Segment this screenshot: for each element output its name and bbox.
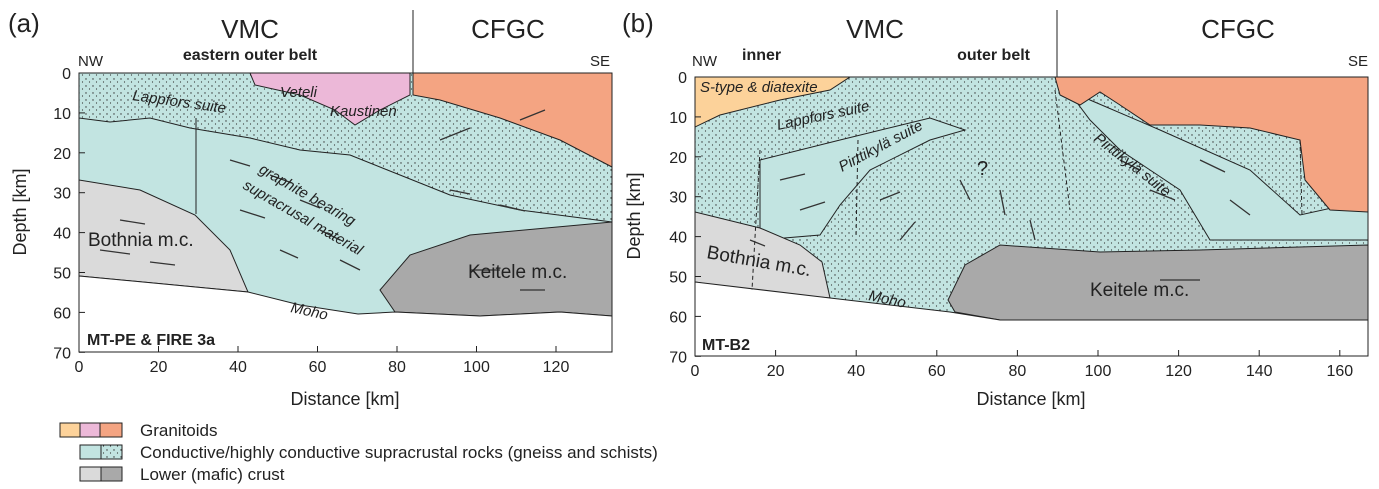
unit: Veteli [280,84,318,101]
unit: S-type & diatexite [700,79,818,96]
panel-label: (b) [622,8,654,38]
x-tick-label: 80 [1009,363,1027,380]
y-tick-label: 0 [678,70,687,87]
section-b [695,77,1368,356]
se: SE [590,53,610,70]
unit: ? [977,158,988,180]
x-tick-label: 80 [388,359,406,376]
y-tick-label: 20 [53,146,71,163]
x-tick-label: 40 [847,363,865,380]
x-tick-label: 0 [75,359,84,376]
y-tick-label: 70 [669,349,687,366]
y-tick-label: 30 [669,190,687,207]
y-tick-label: 20 [669,150,687,167]
x-tick-label: 20 [150,359,168,376]
y-tick-label: 0 [62,66,71,83]
x-tick-label: 20 [767,363,785,380]
y-tick-label: 50 [53,266,71,283]
legend-label: Granitoids [140,421,217,440]
profile: MT-PE & FIRE 3a [87,332,215,349]
x-tick-label: 100 [1085,363,1112,380]
frame [78,72,613,353]
y-tick-label: 60 [669,309,687,326]
y-tick-label: 10 [53,106,71,123]
y-axis-label: Depth [km] [624,172,644,259]
y-tick-label: 50 [669,270,687,287]
y-axis-label: Depth [km] [10,168,30,255]
y-tick-label: 40 [53,226,71,243]
subtitle: inner [742,47,781,64]
frame [694,76,1369,357]
x-tick-label: 0 [691,363,700,380]
x-tick-label: 140 [1246,363,1273,380]
y-tick-label: 40 [669,230,687,247]
unit: Bothnia m.c. [88,230,194,251]
x-tick-label: 120 [1165,363,1192,380]
nw: NW [692,53,718,70]
x-tick-label: 100 [463,359,490,376]
region: CFGC [471,14,545,44]
region: VMC [846,14,904,44]
nw: NW [78,53,104,70]
subtitle: eastern outer belt [183,47,318,64]
x-axis-label: Distance [km] [976,389,1085,409]
profile: MT-B2 [702,337,750,354]
section-a [79,73,612,352]
subtitle: outer belt [957,47,1031,64]
region: VMC [221,14,279,44]
x-tick-label: 40 [229,359,247,376]
y-tick-label: 60 [53,305,71,322]
legend-label: Lower (mafic) crust [140,465,285,484]
unit: Keitele m.c. [1090,280,1189,301]
y-tick-label: 30 [53,186,71,203]
se: SE [1348,53,1368,70]
region: CFGC [1201,14,1275,44]
legend [59,422,123,482]
panel-label: (a) [8,8,40,38]
x-axis-label: Distance [km] [290,389,399,409]
y-tick-label: 70 [53,345,71,362]
x-tick-label: 120 [543,359,570,376]
legend-label: Conductive/highly conductive supracrusta… [140,443,658,462]
x-tick-label: 160 [1326,363,1353,380]
unit: Kaustinen [330,103,397,120]
x-tick-label: 60 [928,363,946,380]
y-tick-label: 10 [669,110,687,127]
unit: Keitele m.c. [468,262,567,283]
x-tick-label: 60 [309,359,327,376]
